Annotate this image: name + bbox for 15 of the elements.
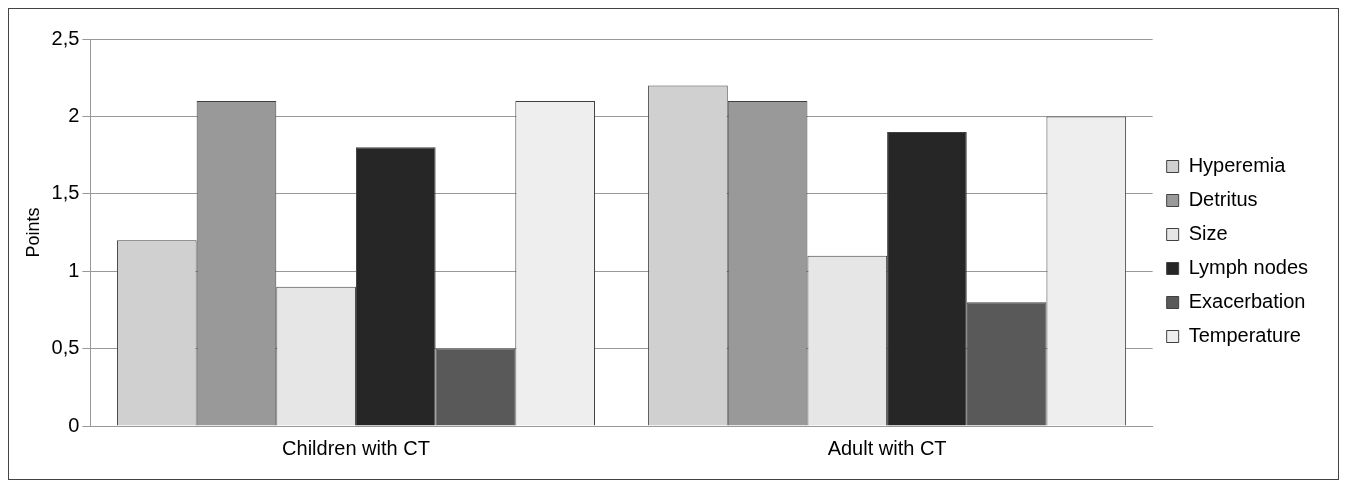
y-axis-title: Points [22,207,43,258]
legend-label: Hyperemia [1188,154,1287,177]
legend-label: Temperature [1188,324,1301,347]
y-tick-label: 2 [68,103,80,126]
legend-label: Size [1188,222,1228,245]
y-tick-label: 1,5 [51,181,80,204]
y-tick-label: 0 [68,413,80,436]
y-tick-label: 0,5 [51,336,80,359]
legend-label: Lymph nodes [1188,256,1309,279]
legend-label: Detritus [1188,188,1258,211]
y-tick-label: 2,5 [51,26,80,49]
x-tick-label: Children with CT [282,436,430,459]
x-tick-label: Adult with CT [827,436,947,459]
y-tick-label: 1 [68,258,80,281]
legend-label: Exacerbation [1188,290,1306,313]
